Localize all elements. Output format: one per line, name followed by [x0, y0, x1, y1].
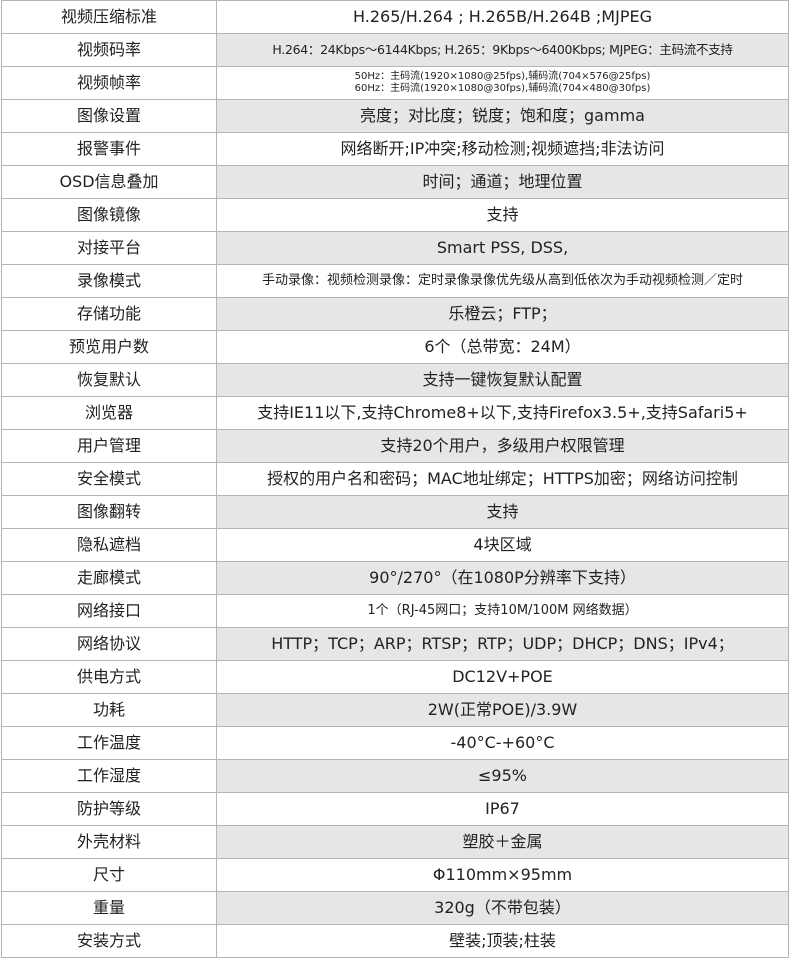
spec-label: 用户管理: [1, 429, 217, 463]
spec-label: 安装方式: [1, 924, 217, 958]
table-row: OSD信息叠加 时间；通道；地理位置: [1, 165, 789, 199]
spec-label: 图像翻转: [1, 495, 217, 529]
spec-label: 图像设置: [1, 99, 217, 133]
spec-label: 浏览器: [1, 396, 217, 430]
table-row: 浏览器 支持IE11以下,支持Chrome8+以下,支持Firefox3.5+,支…: [1, 396, 789, 430]
table-row: 视频压缩标准 H.265/H.264 ; H.265B/H.264B ;MJPEG: [1, 0, 789, 34]
table-row: 视频帧率 50Hz：主码流(1920×1080@25fps),辅码流(704×57…: [1, 66, 789, 100]
spec-label: 恢复默认: [1, 363, 217, 397]
spec-value: HTTP；TCP；ARP；RTSP；RTP；UDP；DHCP；DNS；IPv4；: [216, 627, 789, 661]
table-row: 功耗 2W(正常POE)/3.9W: [1, 693, 789, 727]
spec-value-line: 60Hz：主码流(1920×1080@30fps),辅码流(704×480@30…: [354, 83, 651, 94]
spec-value: Smart PSS, DSS,: [216, 231, 789, 265]
spec-value: 6个（总带宽：24M）: [216, 330, 789, 364]
table-row: 供电方式 DC12V+POE: [1, 660, 789, 694]
table-row: 网络接口 1个（RJ-45网口；支持10M/100M 网络数据）: [1, 594, 789, 628]
spec-value: 支持20个用户，多级用户权限管理: [216, 429, 789, 463]
spec-label: 防护等级: [1, 792, 217, 826]
spec-value: 手动录像：视频检测录像：定时录像录像优先级从高到低依次为手动视频检测／定时: [216, 264, 789, 298]
table-row: 隐私遮档 4块区域: [1, 528, 789, 562]
table-row: 尺寸 Φ110mm×95mm: [1, 858, 789, 892]
spec-label: 网络协议: [1, 627, 217, 661]
spec-label: 预览用户数: [1, 330, 217, 364]
spec-value: IP67: [216, 792, 789, 826]
table-row: 安装方式 壁装;顶装;柱装: [1, 924, 789, 958]
table-row: 走廊模式 90°/270°（在1080P分辨率下支持）: [1, 561, 789, 595]
spec-value: 授权的用户名和密码；MAC地址绑定；HTTPS加密；网络访问控制: [216, 462, 789, 496]
spec-label: OSD信息叠加: [1, 165, 217, 199]
spec-label: 供电方式: [1, 660, 217, 694]
spec-value: 支持一键恢复默认配置: [216, 363, 789, 397]
table-row: 工作湿度 ≤95%: [1, 759, 789, 793]
spec-label: 报警事件: [1, 132, 217, 166]
spec-value: DC12V+POE: [216, 660, 789, 694]
spec-value: 乐橙云；FTP；: [216, 297, 789, 331]
table-row: 图像设置 亮度；对比度；锐度；饱和度；gamma: [1, 99, 789, 133]
spec-label: 视频压缩标准: [1, 0, 217, 34]
spec-value: 支持: [216, 495, 789, 529]
spec-label: 安全模式: [1, 462, 217, 496]
table-row: 安全模式 授权的用户名和密码；MAC地址绑定；HTTPS加密；网络访问控制: [1, 462, 789, 496]
table-row: 预览用户数 6个（总带宽：24M）: [1, 330, 789, 364]
spec-label: 对接平台: [1, 231, 217, 265]
table-row: 录像模式 手动录像：视频检测录像：定时录像录像优先级从高到低依次为手动视频检测／定…: [1, 264, 789, 298]
table-row: 重量 320g（不带包装）: [1, 891, 789, 925]
spec-label: 视频帧率: [1, 66, 217, 100]
table-row: 存储功能 乐橙云；FTP；: [1, 297, 789, 331]
spec-value: 塑胶＋金属: [216, 825, 789, 859]
spec-value: H.264：24Kbps～6144Kbps; H.265：9Kbps～6400K…: [216, 33, 789, 67]
spec-label: 图像镜像: [1, 198, 217, 232]
table-row: 网络协议 HTTP；TCP；ARP；RTSP；RTP；UDP；DHCP；DNS；I…: [1, 627, 789, 661]
spec-value: 亮度；对比度；锐度；饱和度；gamma: [216, 99, 789, 133]
table-row: 用户管理 支持20个用户，多级用户权限管理: [1, 429, 789, 463]
spec-label: 工作温度: [1, 726, 217, 760]
spec-value: Φ110mm×95mm: [216, 858, 789, 892]
spec-value: 壁装;顶装;柱装: [216, 924, 789, 958]
table-row: 外壳材料 塑胶＋金属: [1, 825, 789, 859]
table-row: 视频码率 H.264：24Kbps～6144Kbps; H.265：9Kbps～6…: [1, 33, 789, 67]
table-row: 工作温度 -40°C-+60°C: [1, 726, 789, 760]
table-row: 图像翻转 支持: [1, 495, 789, 529]
table-row: 报警事件 网络断开;IP冲突;移动检测;视频遮挡;非法访问: [1, 132, 789, 166]
spec-label: 重量: [1, 891, 217, 925]
spec-value: 网络断开;IP冲突;移动检测;视频遮挡;非法访问: [216, 132, 789, 166]
spec-label: 网络接口: [1, 594, 217, 628]
spec-label: 视频码率: [1, 33, 217, 67]
spec-label: 功耗: [1, 693, 217, 727]
table-row: 对接平台 Smart PSS, DSS,: [1, 231, 789, 265]
spec-value: 320g（不带包装）: [216, 891, 789, 925]
spec-label: 隐私遮档: [1, 528, 217, 562]
spec-value: ≤95%: [216, 759, 789, 793]
spec-value: -40°C-+60°C: [216, 726, 789, 760]
spec-value: 4块区域: [216, 528, 789, 562]
table-row: 防护等级 IP67: [1, 792, 789, 826]
spec-label: 存储功能: [1, 297, 217, 331]
table-row: 恢复默认 支持一键恢复默认配置: [1, 363, 789, 397]
spec-value: 2W(正常POE)/3.9W: [216, 693, 789, 727]
spec-label: 走廊模式: [1, 561, 217, 595]
spec-value: 90°/270°（在1080P分辨率下支持）: [216, 561, 789, 595]
spec-value: H.265/H.264 ; H.265B/H.264B ;MJPEG: [216, 0, 789, 34]
table-row: 图像镜像 支持: [1, 198, 789, 232]
spec-label: 外壳材料: [1, 825, 217, 859]
spec-label: 录像模式: [1, 264, 217, 298]
spec-value: 时间；通道；地理位置: [216, 165, 789, 199]
spec-value-line: 50Hz：主码流(1920×1080@25fps),辅码流(704×576@25…: [354, 71, 651, 82]
spec-value: 支持IE11以下,支持Chrome8+以下,支持Firefox3.5+,支持Sa…: [216, 396, 789, 430]
spec-value: 50Hz：主码流(1920×1080@25fps),辅码流(704×576@25…: [216, 66, 789, 100]
spec-label: 工作湿度: [1, 759, 217, 793]
spec-value: 1个（RJ-45网口；支持10M/100M 网络数据）: [216, 594, 789, 628]
spec-label: 尺寸: [1, 858, 217, 892]
spec-value: 支持: [216, 198, 789, 232]
